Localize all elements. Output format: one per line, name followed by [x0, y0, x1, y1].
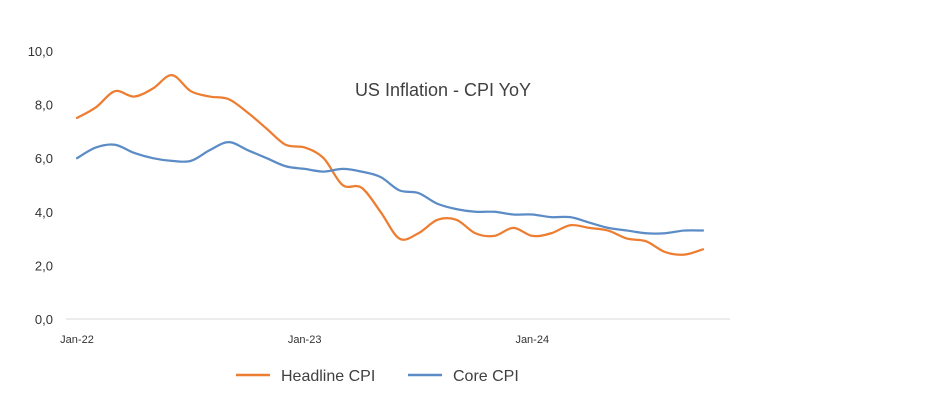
legend: Headline CPI Core CPI: [236, 368, 519, 385]
y-tick-label: 4,0: [35, 205, 53, 220]
x-tick-label: Jan-22: [60, 334, 94, 346]
x-axis: Jan-22 Jan-23 Jan-24: [60, 318, 730, 346]
y-axis: 0,0 2,0 4,0 6,0 8,0 10,0: [28, 44, 53, 327]
x-tick-label: Jan-23: [288, 334, 322, 346]
y-tick-label: 2,0: [35, 258, 53, 273]
headline-cpi-line: [75, 73, 705, 256]
series-layer: [75, 73, 705, 256]
legend-label-headline-cpi: Headline CPI: [281, 368, 375, 385]
y-tick-label: 8,0: [35, 98, 53, 113]
y-tick-label: 10,0: [28, 44, 53, 59]
x-tick-label: Jan-24: [515, 334, 549, 346]
core-cpi-line: [75, 140, 705, 235]
chart-title: US Inflation - CPI YoY: [355, 80, 531, 100]
y-tick-label: 6,0: [35, 151, 53, 166]
legend-label-core-cpi: Core CPI: [453, 368, 519, 385]
y-tick-label: 0,0: [35, 312, 53, 327]
